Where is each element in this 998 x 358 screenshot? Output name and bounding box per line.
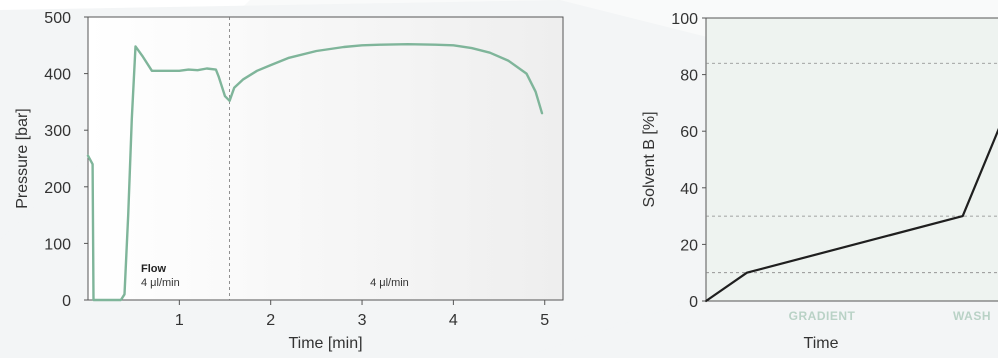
pressure-axis-ticks: 0 100 200 300 400 500 1 2 3 4 5 xyxy=(44,10,549,329)
gradient-region-label: GRADIENT xyxy=(789,309,856,323)
x-tick-label: 5 xyxy=(540,312,549,329)
x-tick-label: 1 xyxy=(175,312,184,329)
solvent-regions xyxy=(706,18,998,301)
x-axis-title: Time xyxy=(804,335,839,352)
y-tick-label: 400 xyxy=(44,67,71,84)
x-tick-label: 3 xyxy=(358,312,367,329)
solvent-axis-ticks: 0 20 40 60 80 100 xyxy=(671,11,706,311)
x-tick-label: 2 xyxy=(266,312,275,329)
y-tick-label: 200 xyxy=(44,180,71,197)
flow-annotation-label: Flow xyxy=(141,263,166,275)
y-axis-title: Pressure [bar] xyxy=(14,108,31,208)
plot-area xyxy=(87,16,564,301)
region-gradient-fill xyxy=(706,18,998,301)
y-tick-label: 100 xyxy=(44,236,71,253)
pressure-series-line xyxy=(86,43,544,302)
y-axis-title: Solvent B [%] xyxy=(641,111,658,207)
wash-region-label: WASH xyxy=(953,309,991,323)
y-tick-label: 100 xyxy=(671,11,698,28)
flow-rate-annotation: 4 μl/min xyxy=(370,277,409,289)
y-tick-label: 60 xyxy=(680,124,698,141)
solvent-line-series xyxy=(704,127,998,303)
x-tick-label: 4 xyxy=(449,312,458,329)
y-tick-label: 300 xyxy=(44,123,71,140)
x-axis-title: Time [min] xyxy=(288,335,362,352)
y-tick-label: 40 xyxy=(680,181,698,198)
y-tick-label: 0 xyxy=(62,293,71,310)
y-tick-label: 500 xyxy=(44,10,71,27)
y-tick-label: 20 xyxy=(680,237,698,254)
y-tick-label: 80 xyxy=(680,68,698,85)
pressure-line-series xyxy=(86,43,544,302)
y-tick-label: 0 xyxy=(689,294,698,311)
pressure-plot-frame xyxy=(87,16,564,301)
solvent-plot-frame xyxy=(705,17,998,302)
solvent-series-line xyxy=(704,127,998,303)
flow-rate-annotation: 4 μl/min xyxy=(141,277,180,289)
